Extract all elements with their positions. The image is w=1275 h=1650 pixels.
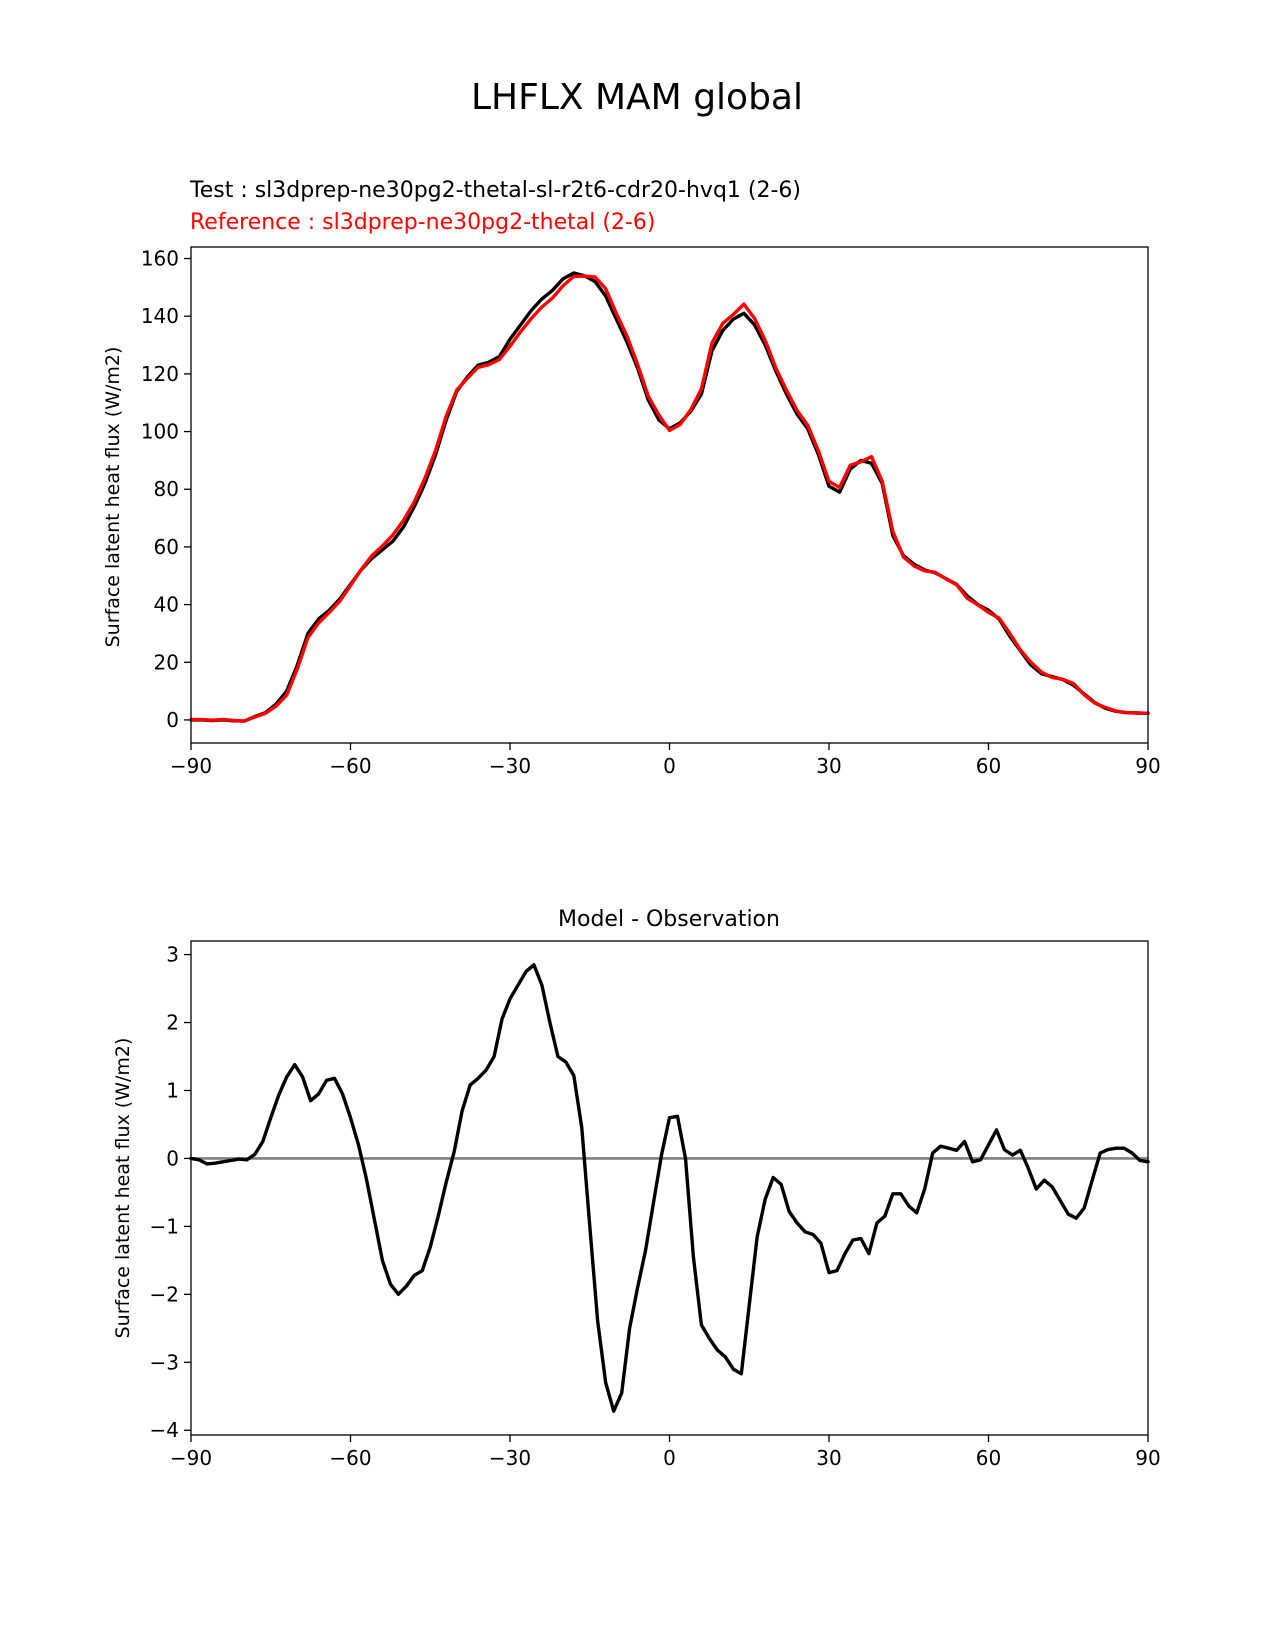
bottom-xtick-label: 90	[1135, 1446, 1160, 1470]
top-xtick-label: 90	[1135, 754, 1160, 778]
bottom-ytick-label: −4	[150, 1418, 179, 1442]
bottom-xtick-label: −30	[489, 1446, 531, 1470]
top-ylabel: Surface latent heat flux (W/m2)	[102, 347, 124, 648]
bottom-ytick-label: 2	[166, 1011, 179, 1035]
top-ytick-label: 80	[154, 477, 179, 501]
bottom-xtick-label: 60	[976, 1446, 1001, 1470]
top-series-line-1	[189, 274, 1150, 723]
bottom-panel: Model - Observation Surface latent heat …	[112, 907, 1161, 1470]
reference-label: Reference : sl3dprep-ne30pg2-thetal (2-6…	[190, 210, 655, 235]
bottom-title: Model - Observation	[558, 907, 780, 932]
bottom-series-group	[189, 963, 1150, 1413]
bottom-series-line-0	[189, 963, 1150, 1413]
top-xtick-label: 0	[663, 754, 676, 778]
top-axis-ticks: −90 −60 −30 0 30 60 90 0 20 40 60 80 100 120 140 160	[141, 247, 1161, 778]
top-ytick-label: 160	[141, 247, 179, 271]
bottom-ytick-label: 1	[166, 1078, 179, 1102]
top-ytick-label: 120	[141, 362, 179, 386]
bottom-xtick-label: −90	[170, 1446, 212, 1470]
top-xtick-label: 60	[976, 754, 1001, 778]
bottom-xtick-label: 30	[816, 1446, 841, 1470]
bottom-ylabel: Surface latent heat flux (W/m2)	[112, 1038, 134, 1339]
bottom-ytick-label: 0	[166, 1146, 179, 1170]
bottom-xtick-label: 0	[663, 1446, 676, 1470]
top-ytick-label: 100	[141, 420, 179, 444]
bottom-ytick-label: −3	[150, 1350, 179, 1374]
bottom-axis-ticks: −90 −60 −30 0 30 60 90 −4 −3 −2 −1 0 1 2 3	[150, 943, 1161, 1470]
top-panel: Test : sl3dprep-ne30pg2-thetal-sl-r2t6-c…	[102, 178, 1161, 778]
figure-suptitle: LHFLX MAM global	[471, 77, 803, 118]
bottom-ytick-label: 3	[166, 943, 179, 967]
top-plot-frame	[190, 246, 1149, 744]
bottom-xtick-label: −60	[329, 1446, 371, 1470]
bottom-ytick-label: −1	[150, 1214, 179, 1238]
bottom-plot-frame	[190, 940, 1149, 1436]
top-xtick-label: −90	[170, 754, 212, 778]
top-ytick-label: 20	[154, 650, 179, 674]
top-xtick-label: 30	[816, 754, 841, 778]
top-ytick-label: 0	[166, 708, 179, 732]
bottom-ytick-label: −2	[150, 1282, 179, 1306]
top-xtick-label: −60	[329, 754, 371, 778]
top-xtick-label: −30	[489, 754, 531, 778]
top-ytick-label: 40	[154, 593, 179, 617]
top-series-group	[189, 271, 1150, 723]
top-ytick-label: 60	[154, 535, 179, 559]
test-label: Test : sl3dprep-ne30pg2-thetal-sl-r2t6-c…	[189, 178, 801, 203]
top-ytick-label: 140	[141, 304, 179, 328]
